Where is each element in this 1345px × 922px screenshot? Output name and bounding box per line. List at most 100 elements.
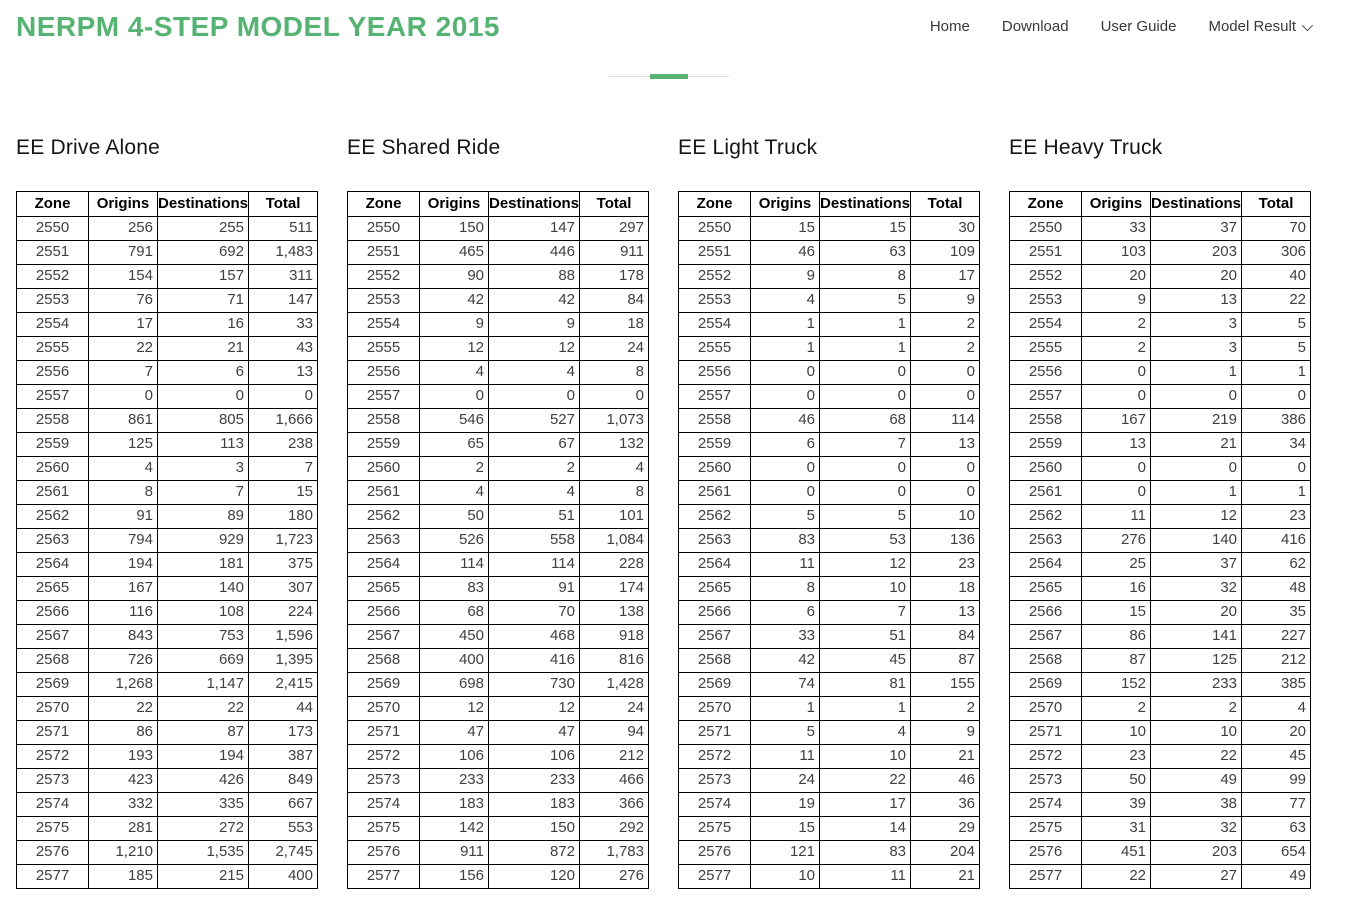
value-cell: 24 [750, 767, 820, 793]
zone-cell: 2571 [347, 719, 420, 745]
table-row: 2562 91 89 180 [16, 503, 318, 529]
table-row: 2566 68 70 138 [347, 599, 649, 625]
site-header: NERPM 4-STEP MODEL YEAR 2015 Home Downloa… [0, 0, 1345, 44]
value-cell: 47 [488, 719, 580, 745]
table-row: 2554 9 9 18 [347, 311, 649, 337]
value-cell: 2 [910, 695, 980, 721]
value-cell: 400 [419, 647, 489, 673]
value-cell: 558 [488, 527, 580, 553]
zone-cell: 2574 [678, 791, 751, 817]
value-cell: 83 [419, 575, 489, 601]
value-cell: 86 [1081, 623, 1151, 649]
value-cell: 49 [1241, 863, 1311, 889]
nav-item-user-guide[interactable]: User Guide [1100, 18, 1177, 35]
table-row: 2567 450 468 918 [347, 623, 649, 649]
value-cell: 5 [750, 719, 820, 745]
nav-item-model-result[interactable]: Model Result [1208, 18, 1314, 35]
value-cell: 7 [819, 599, 911, 625]
value-cell: 99 [1241, 767, 1311, 793]
table-row: 2574 332 335 667 [16, 791, 318, 817]
zone-cell: 2561 [347, 479, 420, 505]
value-cell: 19 [750, 791, 820, 817]
value-cell: 89 [157, 503, 249, 529]
value-cell: 157 [157, 263, 249, 289]
zone-cell: 2573 [347, 767, 420, 793]
table-body: 2550 33 37 70 2551 103 203 306 2552 20 20 40 2553 9 13… [1009, 215, 1311, 889]
value-cell: 22 [157, 695, 249, 721]
nav-item-home[interactable]: Home [929, 18, 970, 35]
nav-item-download[interactable]: Download [1001, 18, 1069, 35]
value-cell: 37 [1150, 551, 1242, 577]
value-cell: 730 [488, 671, 580, 697]
value-cell: 83 [750, 527, 820, 553]
zone-cell: 2559 [1009, 431, 1082, 457]
value-cell: 9 [488, 311, 580, 337]
value-cell: 1 [750, 695, 820, 721]
table-row: 2556 0 1 1 [1009, 359, 1311, 385]
value-cell: 193 [88, 743, 158, 769]
value-cell: 32 [1150, 815, 1242, 841]
value-cell: 0 [1081, 479, 1151, 505]
value-cell: 68 [419, 599, 489, 625]
table-row: 2573 24 22 46 [678, 767, 980, 793]
value-cell: 255 [157, 215, 249, 241]
value-cell: 1,210 [88, 839, 158, 865]
table-block: EE Light Truck Zone Origins Destinations To… [678, 136, 980, 889]
value-cell: 84 [579, 287, 649, 313]
zone-cell: 2572 [678, 743, 751, 769]
table-row: 2559 125 113 238 [16, 431, 318, 457]
table-row: 2560 2 2 4 [347, 455, 649, 481]
zone-cell: 2557 [347, 383, 420, 409]
value-cell: 4 [488, 359, 580, 385]
header-row: Zone Origins Destinations Total [347, 190, 649, 217]
value-cell: 426 [157, 767, 249, 793]
value-cell: 21 [910, 743, 980, 769]
value-cell: 219 [1150, 407, 1242, 433]
value-cell: 3 [157, 455, 249, 481]
value-cell: 468 [488, 623, 580, 649]
value-cell: 5 [819, 287, 911, 313]
value-cell: 0 [1081, 455, 1151, 481]
value-cell: 386 [1241, 407, 1311, 433]
value-cell: 1 [750, 311, 820, 337]
table-row: 2570 1 1 2 [678, 695, 980, 721]
page-title[interactable]: NERPM 4-STEP MODEL YEAR 2015 [16, 11, 500, 42]
value-cell: 911 [419, 839, 489, 865]
value-cell: 114 [910, 407, 980, 433]
value-cell: 450 [419, 623, 489, 649]
zone-cell: 2551 [347, 239, 420, 265]
value-cell: 0 [819, 383, 911, 409]
zone-cell: 2555 [347, 335, 420, 361]
value-cell: 194 [157, 743, 249, 769]
header-row: Zone Origins Destinations Total [16, 190, 318, 217]
value-cell: 53 [819, 527, 911, 553]
value-cell: 511 [248, 215, 318, 241]
zone-cell: 2551 [1009, 239, 1082, 265]
table-row: 2571 47 47 94 [347, 719, 649, 745]
value-cell: 451 [1081, 839, 1151, 865]
value-cell: 6 [750, 599, 820, 625]
value-cell: 10 [1150, 719, 1242, 745]
value-cell: 8 [88, 479, 158, 505]
zone-cell: 2558 [678, 407, 751, 433]
value-cell: 911 [579, 239, 649, 265]
value-cell: 106 [488, 743, 580, 769]
value-cell: 1,147 [157, 671, 249, 697]
value-cell: 132 [579, 431, 649, 457]
table-row: 2563 526 558 1,084 [347, 527, 649, 553]
table-row: 2574 19 17 36 [678, 791, 980, 817]
value-cell: 13 [1081, 431, 1151, 457]
zone-cell: 2560 [1009, 455, 1082, 481]
value-cell: 929 [157, 527, 249, 553]
value-cell: 872 [488, 839, 580, 865]
zone-cell: 2577 [347, 863, 420, 889]
value-cell: 150 [419, 215, 489, 241]
zone-cell: 2574 [16, 791, 89, 817]
table-row: 2573 50 49 99 [1009, 767, 1311, 793]
value-cell: 51 [819, 623, 911, 649]
value-cell: 23 [1081, 743, 1151, 769]
value-cell: 0 [1241, 455, 1311, 481]
value-cell: 1,428 [579, 671, 649, 697]
value-cell: 233 [488, 767, 580, 793]
value-cell: 843 [88, 623, 158, 649]
